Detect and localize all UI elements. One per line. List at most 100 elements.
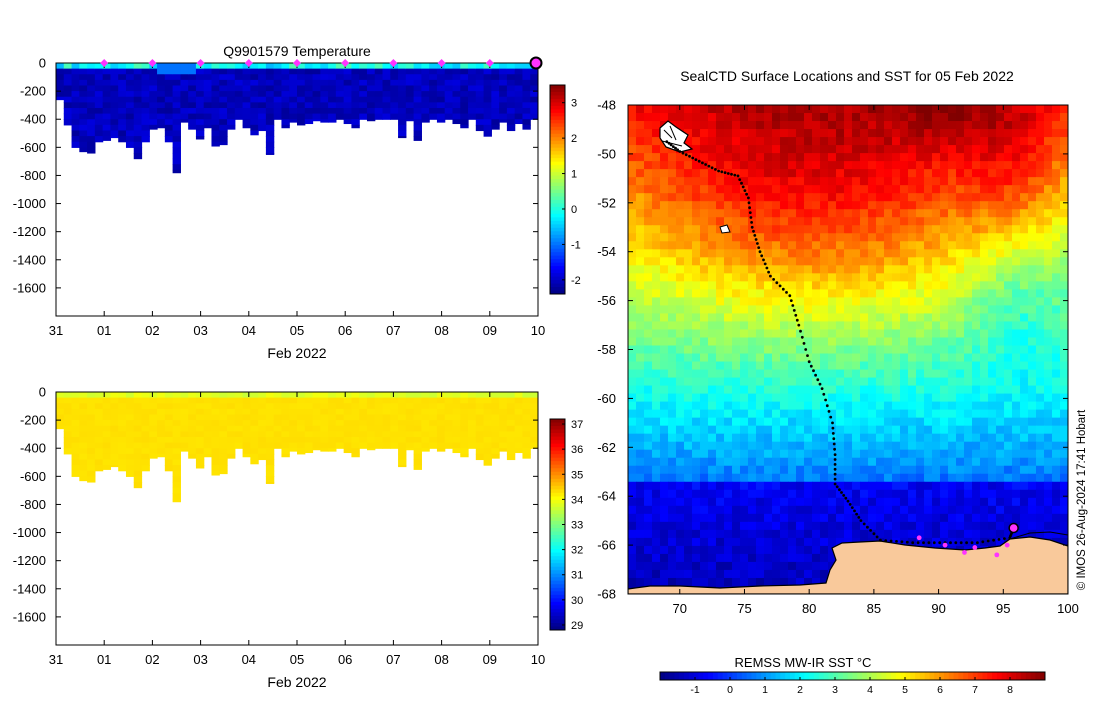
profile-cell: [72, 414, 80, 420]
sst-cell: [644, 434, 653, 443]
sst-cell: [708, 185, 717, 194]
y-tick-label: -800: [20, 168, 46, 183]
profile-cell: [196, 431, 204, 437]
sst-cell: [676, 370, 685, 379]
profile-cell: [110, 136, 118, 138]
sst-cell: [692, 185, 701, 194]
sst-cell: [764, 466, 773, 475]
profile-cell: [64, 437, 72, 443]
sst-cell: [852, 305, 861, 314]
colorbar-segment: [550, 461, 565, 465]
sst-cell: [668, 434, 677, 443]
sst-cell: [644, 145, 653, 154]
profile-cell: [180, 97, 188, 103]
sst-cell: [644, 273, 653, 282]
sst-cell: [988, 434, 997, 443]
sst-cell: [796, 490, 805, 499]
profile-cell: [414, 465, 422, 470]
profile-cell: [351, 114, 359, 120]
profile-cell: [429, 420, 437, 426]
sst-cell: [828, 337, 837, 346]
sst-cell: [668, 345, 677, 354]
sst-cell: [748, 538, 757, 547]
sst-cell: [828, 273, 837, 282]
profile-cell: [507, 426, 515, 432]
sst-cell: [1012, 386, 1021, 395]
profile-cell: [173, 125, 181, 131]
profile-cell: [211, 125, 219, 131]
sst-cell: [948, 370, 957, 379]
sst-cell: [796, 354, 805, 363]
sst-cell: [788, 241, 797, 250]
sst-cell: [812, 201, 821, 210]
profile-cell: [173, 437, 181, 443]
profile-cell: [118, 454, 126, 460]
profile-cell: [87, 437, 95, 443]
sst-cell: [844, 121, 853, 130]
profile-cell: [320, 409, 328, 415]
sst-cell: [988, 418, 997, 427]
sst-cell: [948, 386, 957, 395]
sst-cell: [756, 426, 765, 435]
sst-cell: [756, 522, 765, 531]
sst-cell: [644, 370, 653, 379]
sst-cell: [1012, 265, 1021, 274]
sst-cell: [1052, 297, 1061, 306]
profile-cell: [297, 74, 305, 80]
sst-cell: [1036, 217, 1045, 226]
sst-cell: [692, 458, 701, 467]
sst-cell: [668, 482, 677, 491]
sst-cell: [908, 498, 917, 507]
sst-cell: [892, 249, 901, 258]
profile-cell: [274, 426, 282, 432]
sst-cell: [716, 458, 725, 467]
profile-cell: [142, 102, 150, 108]
sst-cell: [844, 530, 853, 539]
sst-cell: [996, 514, 1005, 523]
sst-cell: [964, 394, 973, 403]
profile-cell: [258, 108, 266, 114]
profile-cell: [414, 63, 422, 69]
sst-cell: [900, 209, 909, 218]
profile-cell: [297, 426, 305, 432]
sst-cell: [972, 273, 981, 282]
profile-cell: [72, 130, 80, 136]
profile-cell: [468, 398, 476, 404]
profile-cell: [491, 97, 499, 103]
sst-cell: [652, 105, 661, 114]
sst-cell: [732, 354, 741, 363]
profile-cell: [390, 414, 398, 420]
profile-cell: [250, 91, 258, 97]
profile-cell: [180, 85, 188, 91]
sst-cell: [988, 354, 997, 363]
sst-cell: [652, 354, 661, 363]
profile-cell: [188, 454, 196, 459]
sst-cell: [628, 129, 637, 138]
sst-cell: [732, 161, 741, 170]
sst-cell: [748, 265, 757, 274]
profile-cell: [344, 403, 352, 409]
sst-cell: [676, 257, 685, 266]
profile-cell: [507, 63, 515, 69]
sst-cell: [892, 177, 901, 186]
sst-cell: [1052, 466, 1061, 475]
sst-cell: [796, 530, 805, 539]
sst-cell: [932, 329, 941, 338]
profile-cell: [313, 97, 321, 103]
sst-cell: [884, 426, 893, 435]
sst-cell: [884, 225, 893, 234]
sst-cell: [644, 113, 653, 122]
sst-cell: [996, 466, 1005, 475]
sst-cell: [724, 201, 733, 210]
sst-cell: [788, 161, 797, 170]
sst-cell: [844, 193, 853, 202]
sst-cell: [1052, 370, 1061, 379]
profile-cell: [390, 114, 398, 120]
sst-cell: [636, 257, 645, 266]
sst-cell: [892, 113, 901, 122]
sst-cell: [956, 530, 965, 539]
sst-cell: [1020, 362, 1029, 371]
sst-cell: [740, 169, 749, 178]
sst-cell: [892, 145, 901, 154]
sst-cell: [644, 394, 653, 403]
